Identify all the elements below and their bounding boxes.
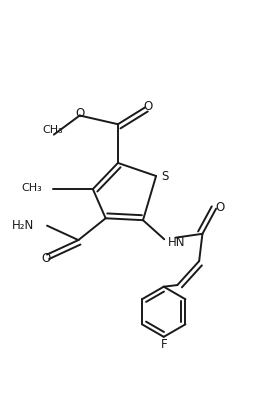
Text: O: O (41, 252, 50, 265)
Text: O: O (215, 201, 224, 214)
Text: O: O (75, 107, 84, 119)
Text: F: F (160, 337, 167, 350)
Text: HN: HN (167, 236, 185, 249)
Text: O: O (144, 100, 153, 112)
Text: CH₃: CH₃ (42, 124, 63, 134)
Text: CH₃: CH₃ (21, 183, 42, 192)
Text: H₂N: H₂N (12, 219, 34, 232)
Text: S: S (161, 170, 169, 183)
